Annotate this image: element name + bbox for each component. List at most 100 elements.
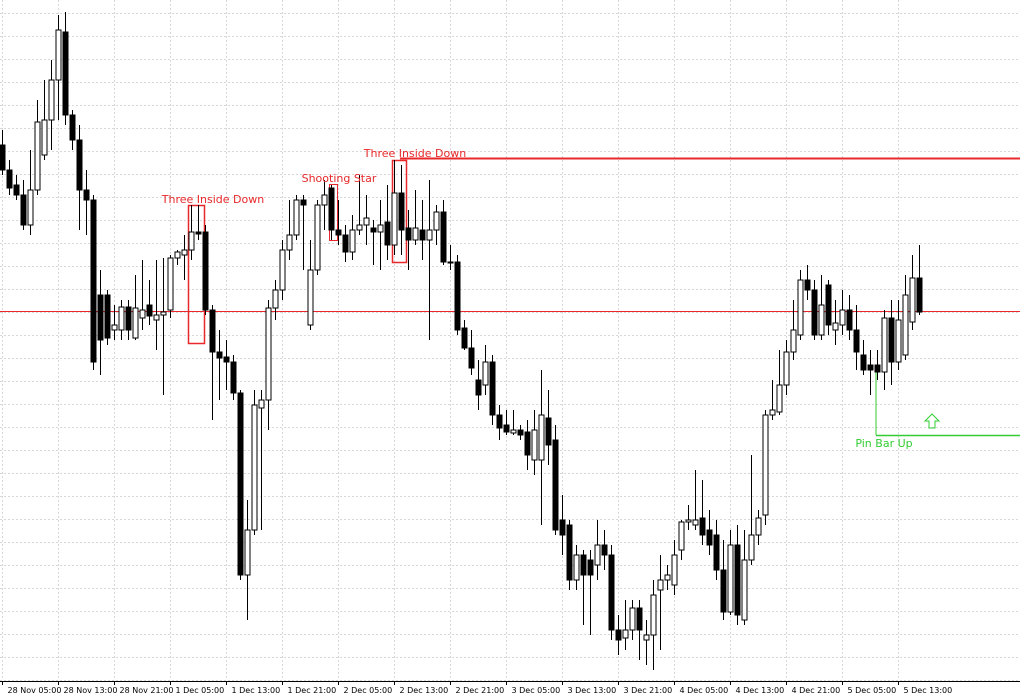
candle-body (531, 429, 538, 461)
candle-body (643, 634, 650, 641)
candle-body (132, 307, 139, 339)
candle-body (125, 306, 132, 331)
candle-body (636, 607, 643, 631)
candle-body (223, 356, 230, 363)
candle-body (412, 227, 419, 241)
x-tick-label: 2 Dec 21:00 (456, 686, 505, 695)
candle-body (671, 554, 678, 586)
candle-body (384, 221, 391, 246)
candle-body (335, 229, 342, 236)
candle-body (76, 139, 83, 191)
candle-body (650, 594, 657, 636)
candle-body (300, 199, 307, 206)
candle-body (587, 559, 594, 576)
candle-body (286, 234, 293, 251)
candle-body (496, 414, 503, 429)
x-tick-label: 3 Dec 21:00 (624, 686, 673, 695)
candle-body (734, 544, 741, 616)
x-tick-label: 5 Dec 13:00 (904, 686, 953, 695)
candle-body (755, 517, 762, 536)
annotation: Three Inside Down (363, 147, 466, 160)
candle-body (818, 304, 825, 336)
candle-body (153, 314, 160, 321)
candle-body (895, 319, 902, 363)
candle-body (118, 306, 125, 331)
x-tick-label: 1 Dec 13:00 (232, 686, 281, 695)
candle-body (720, 569, 727, 613)
candle-body (468, 347, 475, 369)
candles (0, 12, 923, 670)
candle-body (776, 384, 783, 413)
candle-body (27, 189, 34, 226)
candle-body (608, 554, 615, 631)
candle-body (622, 629, 629, 639)
candle-body (741, 559, 748, 621)
candle-body (293, 199, 300, 236)
candle-body (13, 184, 20, 196)
candle-body (510, 429, 517, 434)
candle-body (783, 351, 790, 386)
x-tick-label: 28 Nov 13:00 (64, 686, 118, 695)
candle-body (678, 521, 685, 551)
candle-body (174, 251, 181, 259)
candle-body (41, 119, 48, 156)
candle-body (629, 607, 636, 631)
candle-body (160, 311, 167, 316)
candle-body (853, 329, 860, 353)
candle-body (867, 364, 874, 371)
candle-body (748, 534, 755, 561)
candle-body (279, 249, 286, 291)
candle-body (55, 29, 62, 81)
candle-body (349, 229, 356, 253)
candle-body (909, 277, 916, 323)
x-tick-label: 28 Nov 05:00 (8, 686, 62, 695)
candle-body (664, 574, 671, 581)
candle-body (69, 114, 76, 141)
candle-body (188, 231, 195, 251)
candle-body (860, 354, 867, 371)
annotation: Shooting Star (302, 172, 377, 185)
candle-body (244, 529, 251, 576)
candle-body (328, 187, 335, 231)
candle-body (209, 309, 216, 353)
candle-body (20, 194, 27, 226)
candle-body (916, 277, 923, 313)
candle-body (538, 414, 545, 461)
candle-body (363, 217, 370, 226)
candle-body (202, 231, 209, 311)
candle-body (482, 361, 489, 386)
candle-body (258, 399, 265, 409)
x-tick-label: 2 Dec 13:00 (400, 686, 449, 695)
candle-body (790, 329, 797, 353)
candle-body (146, 304, 153, 317)
candle-body (825, 284, 832, 326)
candle-body (601, 544, 608, 556)
up-arrow (923, 413, 941, 429)
candle-body (104, 294, 111, 339)
candle-body (692, 519, 699, 526)
x-tick-label: 5 Dec 05:00 (848, 686, 897, 695)
candle-body (461, 327, 468, 349)
candle-body (377, 224, 384, 233)
candle-body (391, 192, 398, 246)
candle-body (524, 431, 531, 456)
candle-body (454, 261, 461, 331)
candle-body (0, 144, 6, 171)
candle-body (657, 579, 664, 591)
candle-body (580, 554, 587, 576)
annotation: Three Inside Down (161, 193, 264, 206)
candle-body (426, 229, 433, 241)
candle-body (685, 519, 692, 523)
candle-body (447, 261, 454, 264)
x-tick-label: 4 Dec 13:00 (736, 686, 785, 695)
candle-body (573, 554, 580, 581)
candle-body (615, 629, 622, 641)
candle-body (251, 404, 258, 531)
candle-body (804, 279, 811, 291)
candle-body (433, 211, 440, 231)
candle-body (713, 534, 720, 571)
candle-body (111, 324, 118, 331)
candle-body (699, 517, 706, 536)
annotation: Pin Bar Up (855, 437, 912, 450)
candle-body (762, 414, 769, 516)
